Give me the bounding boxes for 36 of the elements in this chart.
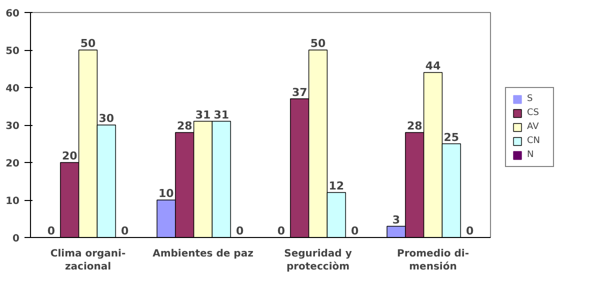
data-label: 50 bbox=[80, 37, 96, 50]
data-label: 28 bbox=[406, 120, 422, 132]
data-label: 10 bbox=[158, 187, 174, 200]
legend-label: CS bbox=[527, 108, 540, 118]
data-label: 31 bbox=[195, 108, 211, 122]
y-tick-label: 60 bbox=[6, 8, 20, 20]
legend-label: CN bbox=[527, 136, 542, 146]
data-label: 3 bbox=[392, 213, 400, 226]
y-tick-label: 50 bbox=[6, 46, 20, 57]
data-label: 12 bbox=[328, 180, 344, 192]
y-tick-label: 30 bbox=[6, 121, 20, 132]
data-label: 31 bbox=[214, 108, 230, 122]
x-tick-label: Ambientes de paz bbox=[152, 248, 254, 260]
y-tick-label: 10 bbox=[6, 196, 20, 207]
data-label: 30 bbox=[98, 112, 114, 125]
data-label: 44 bbox=[425, 60, 441, 72]
data-label: 28 bbox=[176, 120, 192, 132]
data-label: 37 bbox=[292, 86, 308, 99]
data-label: 0 bbox=[47, 224, 56, 238]
legend-label: S bbox=[527, 94, 534, 104]
x-tick-label: Clima organi- zacional bbox=[50, 248, 126, 273]
y-tick-label: 0 bbox=[12, 234, 20, 244]
y-tick-label: 20 bbox=[6, 158, 20, 170]
y-tick-label: 40 bbox=[6, 84, 20, 94]
data-label: 50 bbox=[310, 37, 326, 50]
legend-label: N bbox=[527, 150, 535, 160]
data-label: 0 bbox=[466, 224, 474, 238]
data-label: 0 bbox=[277, 224, 286, 238]
x-tick-label: Promedio di- mensión bbox=[396, 248, 470, 273]
data-label: 0 bbox=[350, 224, 359, 238]
data-label: 25 bbox=[444, 130, 460, 144]
data-label: 0 bbox=[236, 224, 244, 238]
x-tick-label: Seguridad y protecciòm bbox=[284, 248, 352, 273]
legend-label: AV bbox=[527, 122, 540, 132]
data-label: 20 bbox=[62, 150, 78, 162]
data-label: 0 bbox=[120, 224, 129, 238]
